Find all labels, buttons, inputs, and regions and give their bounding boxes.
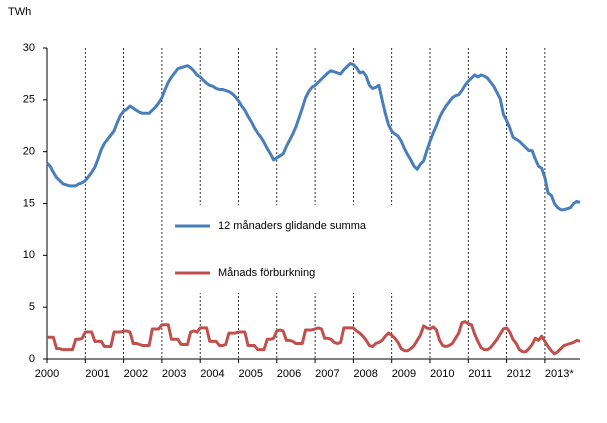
y-tick-label: 0 xyxy=(29,353,35,365)
legend-label: Månads förburkning xyxy=(218,267,315,279)
x-tick-label: 2009 xyxy=(392,368,416,380)
x-tick-label: 2002 xyxy=(124,368,148,380)
x-tick-label: 2001 xyxy=(85,368,109,380)
x-tick-label: 2008 xyxy=(353,368,377,380)
x-tick-label: 2011 xyxy=(468,368,492,380)
y-axis-unit: TWh xyxy=(8,6,31,18)
legend-box xyxy=(165,205,420,293)
y-tick-label: 5 xyxy=(29,301,35,313)
x-tick-label: 2012 xyxy=(507,368,531,380)
x-tick-label: 2006 xyxy=(277,368,301,380)
x-tick-label: 2013* xyxy=(545,368,574,380)
x-tick-label: 2003 xyxy=(162,368,186,380)
y-tick-label: 15 xyxy=(23,197,35,209)
series-line xyxy=(45,62,581,212)
x-tick-label: 2007 xyxy=(315,368,339,380)
series-line xyxy=(47,320,581,356)
y-tick-label: 25 xyxy=(23,94,35,106)
x-tick-label: 2004 xyxy=(200,368,224,380)
legend-label: 12 månaders glidande summa xyxy=(218,220,367,232)
x-tick-label: 2010 xyxy=(430,368,454,380)
x-tick-label: 2005 xyxy=(238,368,262,380)
y-tick-label: 10 xyxy=(23,249,35,261)
y-tick-label: 30 xyxy=(23,42,35,54)
x-tick-label: 2000 xyxy=(35,368,59,380)
y-tick-label: 20 xyxy=(23,146,35,158)
